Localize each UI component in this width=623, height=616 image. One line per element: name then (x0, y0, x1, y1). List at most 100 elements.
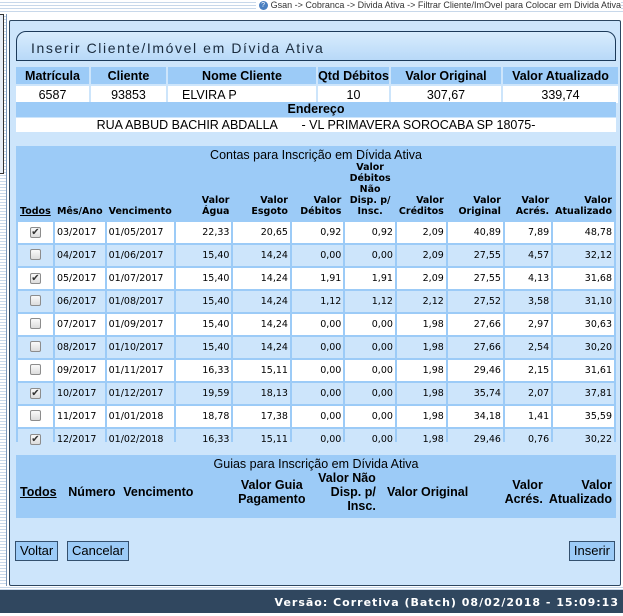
cell-valor-nao-disp: 0,00 (345, 429, 395, 450)
cell-mes-ano: 03/2017 (54, 222, 105, 243)
help-icon[interactable]: ? (258, 1, 268, 10)
guias-header-vencimento: Vencimento (123, 485, 194, 499)
cell-valor-acres: 1,41 (504, 406, 552, 427)
cell-valor-nao-disp: 0,00 (345, 337, 395, 358)
cell-valor-debitos: 1,12 (291, 291, 344, 312)
cell-valor-atualizado: 30,63 (553, 314, 614, 335)
guias-header-valor-nao-disp: Valor Não Disp. p/ Insc. (318, 471, 376, 513)
guias-header-valor-acres: Valor Acrés. (504, 478, 543, 506)
guias-header-valor-guia: Valor Guia Pagamento (238, 478, 306, 506)
header-valor-agua: Valor Água (201, 195, 230, 217)
cell-valor-agua: 22,33 (175, 222, 232, 243)
address-label: Endereço (16, 102, 616, 117)
cell-valor-original: 34,18 (447, 406, 503, 427)
cell-valor-agua: 15,40 (175, 245, 232, 266)
cell-vencimento: 01/06/2017 (106, 245, 174, 266)
qtd-debitos-value: 10 (318, 86, 389, 103)
back-button[interactable]: Voltar (15, 541, 59, 561)
row-checkbox[interactable] (29, 294, 41, 306)
select-all-link[interactable]: Todos (20, 206, 51, 217)
row-checkbox[interactable]: ✔ (29, 434, 41, 445)
cell-valor-nao-disp: 0,92 (345, 222, 395, 243)
row-select-cell (18, 337, 53, 358)
cell-valor-agua: 18,78 (175, 406, 232, 427)
footer-divider (0, 586, 623, 590)
valor-original-value: 307,67 (391, 86, 501, 103)
row-checkbox[interactable] (29, 317, 41, 329)
left-frame-edge (0, 14, 7, 586)
cell-valor-debitos: 0,00 (291, 360, 344, 381)
cell-valor-creditos: 1,98 (396, 406, 446, 427)
cell-valor-atualizado: 37,81 (553, 383, 614, 404)
row-checkbox[interactable]: ✔ (29, 227, 41, 238)
row-checkbox[interactable]: ✔ (29, 273, 41, 284)
cell-valor-debitos: 0,00 (291, 337, 344, 358)
cell-vencimento: 01/07/2017 (106, 268, 174, 289)
menu-toggle[interactable] (0, 14, 4, 174)
cell-valor-acres: 0,76 (504, 429, 552, 450)
contas-table: Todos Mês/Ano Vencimento Valor Água Valo… (16, 160, 616, 452)
header-valor-nao-disp: Valor Débitos Não Disp. p/ Insc. (349, 162, 391, 217)
cell-vencimento: 01/11/2017 (106, 360, 174, 381)
header-qtd-debitos: Qtd Débitos (318, 67, 389, 84)
table-row: 07/2017 01/09/2017 15,40 14,24 0,00 0,00 1,98 2… (18, 314, 614, 335)
cell-valor-debitos: 0,00 (291, 383, 344, 404)
row-select-cell (18, 360, 53, 381)
cell-mes-ano: 06/2017 (54, 291, 105, 312)
cell-valor-creditos: 2,09 (396, 268, 446, 289)
header-matricula: Matrícula (16, 67, 89, 84)
cell-valor-acres: 3,58 (504, 291, 552, 312)
header-valor-original: Valor Original (391, 67, 501, 84)
top-bar: ? Gsan -> Cobranca -> Divida Ativa -> Fil… (0, 0, 623, 12)
insert-button[interactable]: Inserir (568, 541, 615, 561)
cell-valor-agua: 15,40 (175, 337, 232, 358)
cell-valor-creditos: 1,98 (396, 314, 446, 335)
cell-valor-esgoto: 18,13 (233, 383, 290, 404)
row-select-cell: ✔ (18, 429, 53, 450)
cell-valor-esgoto: 14,24 (233, 245, 290, 266)
header-valor-debitos: Valor Débitos (300, 195, 342, 217)
guias-header-valor-original: Valor Original (386, 485, 469, 499)
row-select-cell: ✔ (18, 268, 53, 289)
cell-vencimento: 01/08/2017 (106, 291, 174, 312)
nome-cliente-value: ELVIRA P (168, 86, 316, 103)
row-select-cell (18, 406, 53, 427)
cell-valor-agua: 15,40 (175, 268, 232, 289)
cell-valor-nao-disp: 0,00 (345, 406, 395, 427)
row-checkbox[interactable] (29, 363, 41, 375)
main-panel: Inserir Cliente/Imóvel em Dívida Ativa M… (9, 20, 621, 586)
cell-valor-nao-disp: 0,00 (345, 314, 395, 335)
cell-valor-atualizado: 35,59 (553, 406, 614, 427)
cell-valor-atualizado: 31,10 (553, 291, 614, 312)
row-select-cell (18, 291, 53, 312)
cell-valor-esgoto: 14,24 (233, 314, 290, 335)
row-checkbox[interactable] (29, 340, 41, 352)
header-valor-original: Valor Original (458, 195, 501, 217)
cell-valor-original: 27,55 (447, 268, 503, 289)
cell-valor-acres: 4,13 (504, 268, 552, 289)
cell-valor-original: 27,52 (447, 291, 503, 312)
cell-mes-ano: 10/2017 (54, 383, 105, 404)
cell-vencimento: 01/12/2017 (106, 383, 174, 404)
cell-valor-agua: 19,59 (175, 383, 232, 404)
row-checkbox[interactable] (29, 248, 41, 260)
guias-select-all-link[interactable]: Todos (20, 485, 57, 499)
row-checkbox[interactable]: ✔ (29, 388, 41, 399)
cell-mes-ano: 05/2017 (54, 268, 105, 289)
cell-valor-debitos: 1,91 (291, 268, 344, 289)
cell-valor-debitos: 0,00 (291, 314, 344, 335)
guias-section: Guias para Inscrição em Dívida Ativa Tod… (16, 455, 616, 518)
cell-valor-atualizado: 48,78 (553, 222, 614, 243)
cell-valor-esgoto: 14,24 (233, 337, 290, 358)
cell-valor-atualizado: 32,12 (553, 245, 614, 266)
cell-valor-agua: 16,33 (175, 360, 232, 381)
cell-valor-acres: 2,97 (504, 314, 552, 335)
guias-title: Guias para Inscrição em Dívida Ativa (213, 457, 419, 471)
cell-valor-esgoto: 14,24 (233, 291, 290, 312)
row-checkbox[interactable] (29, 409, 41, 421)
cancel-button[interactable]: Cancelar (67, 541, 130, 561)
contas-title: Contas para Inscrição em Dívida Ativa (210, 148, 422, 162)
header-valor-creditos: Valor Créditos (398, 195, 444, 217)
cell-vencimento: 01/10/2017 (106, 337, 174, 358)
row-select-cell (18, 314, 53, 335)
